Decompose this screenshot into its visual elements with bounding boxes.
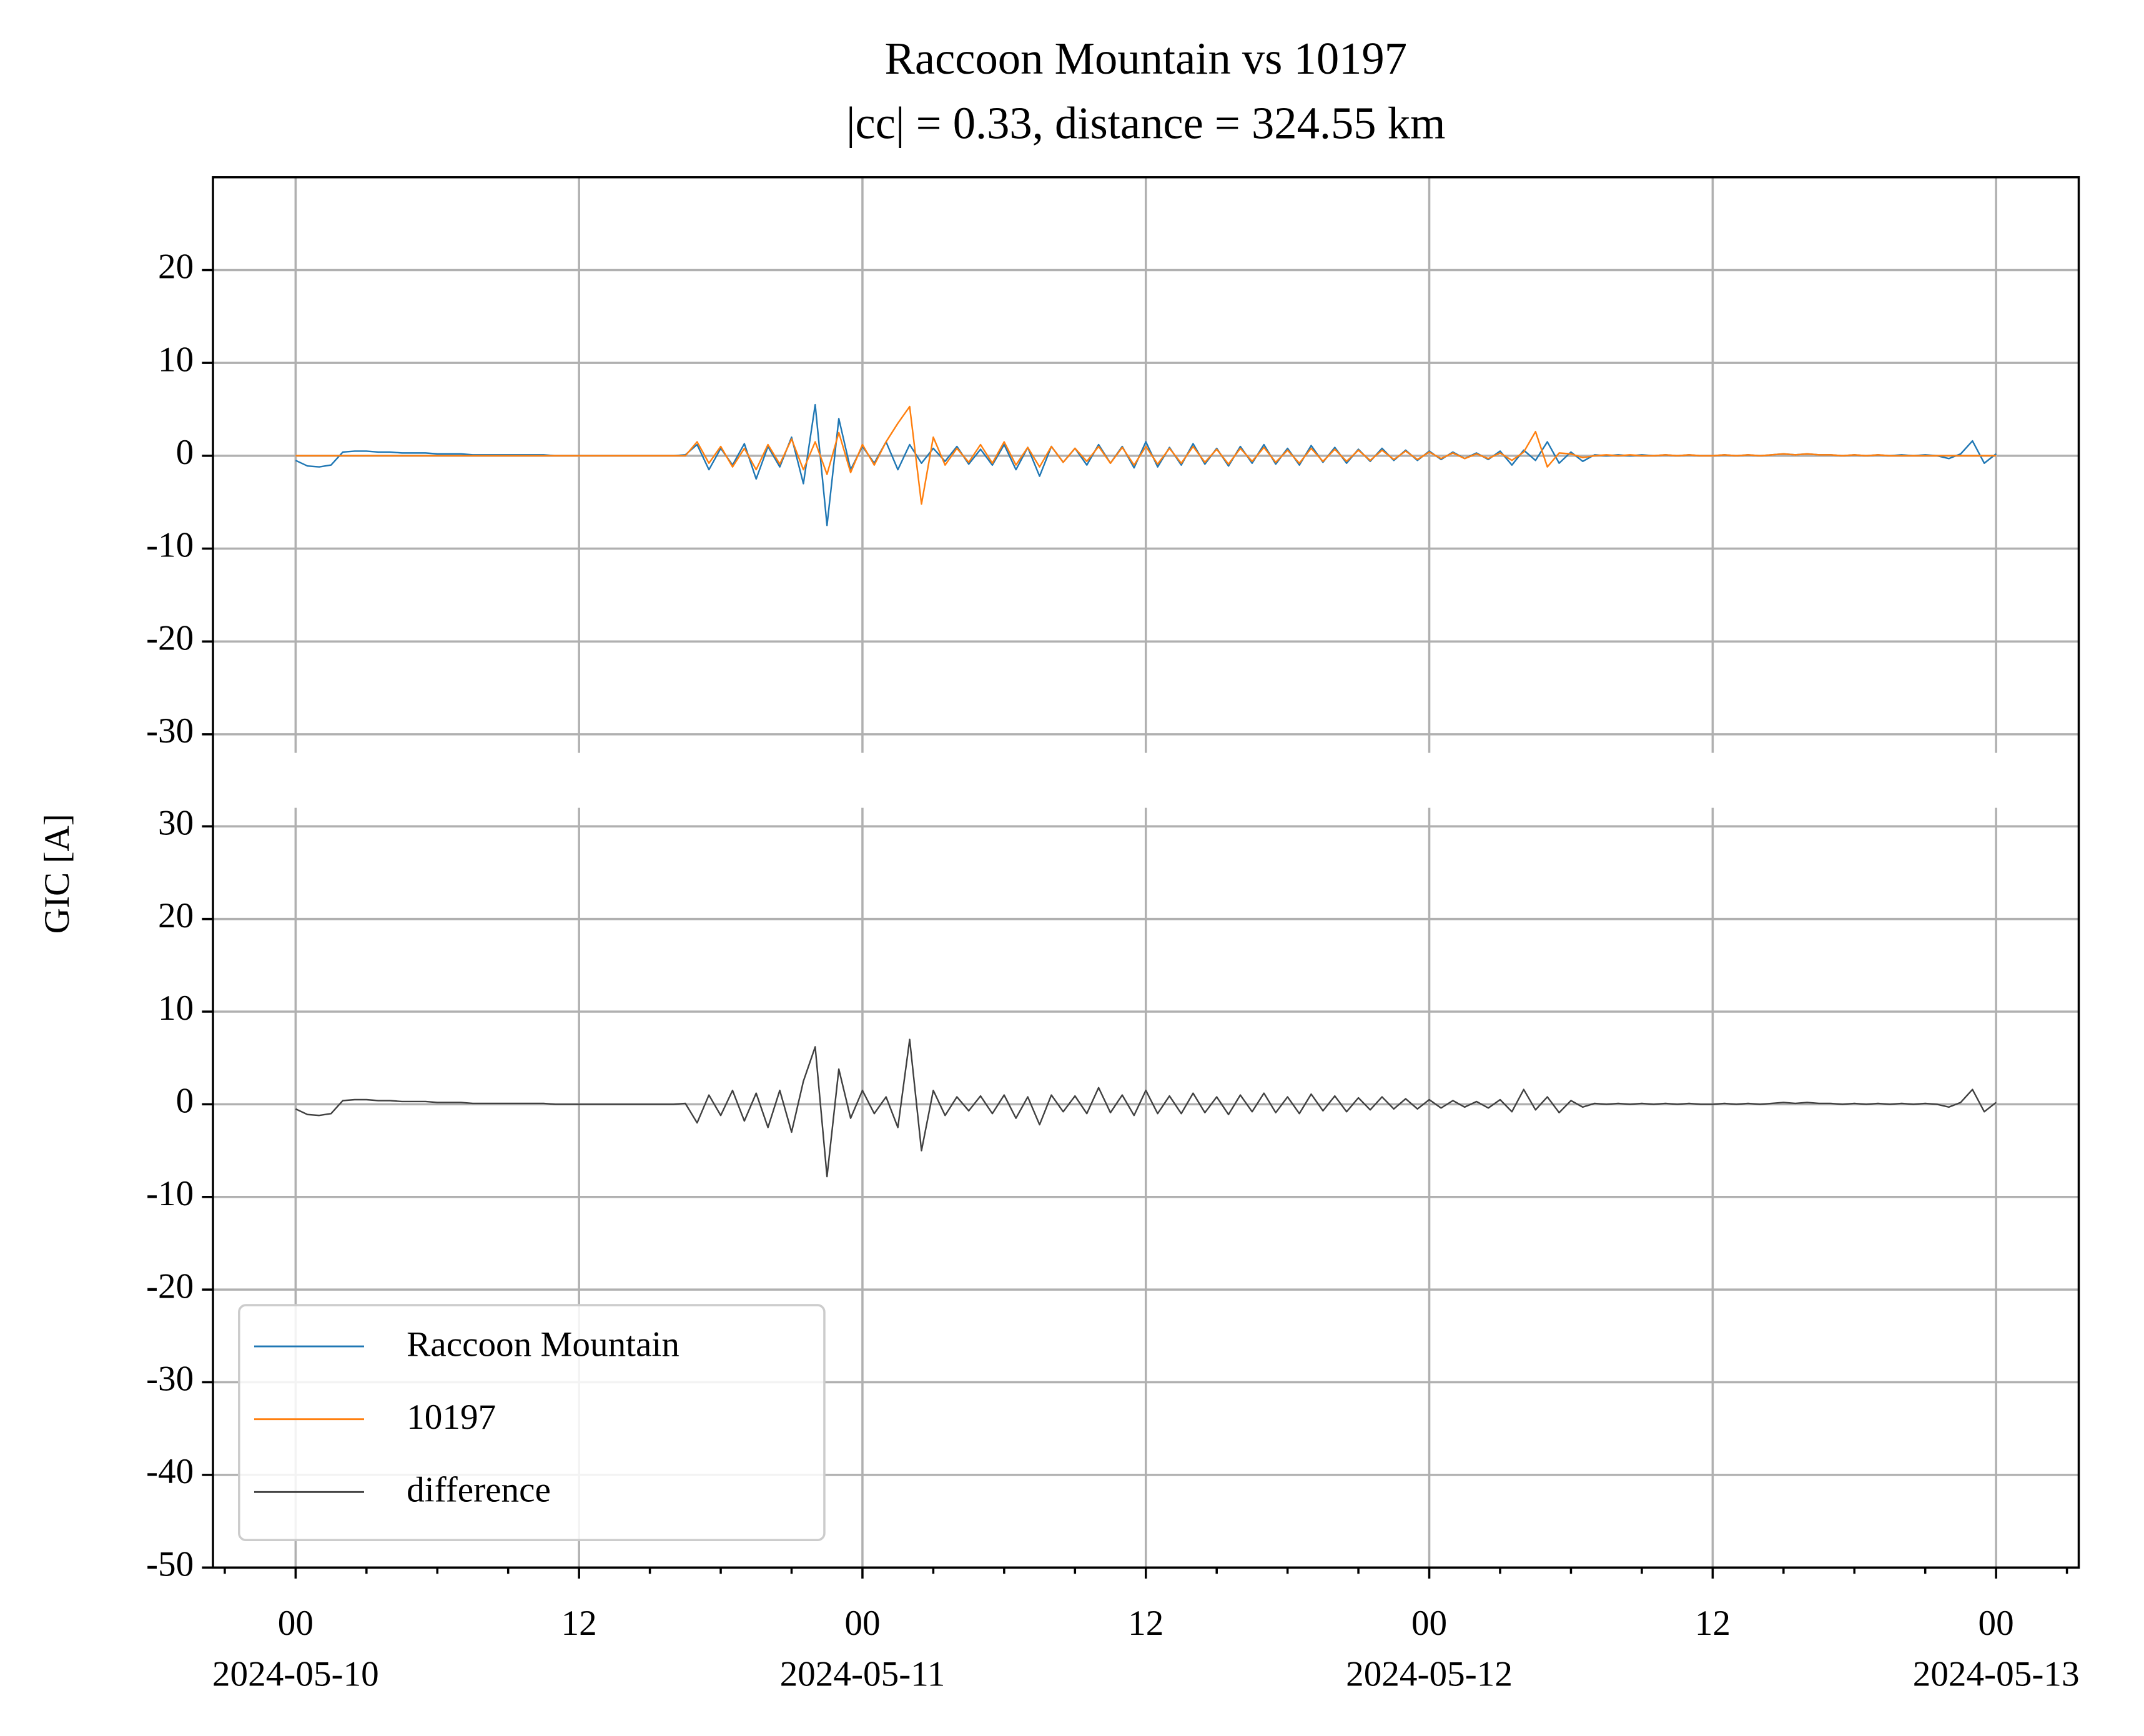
y-tick-label: -10 (146, 526, 194, 565)
y-tick-label: 20 (158, 896, 194, 935)
y-tick-label: -40 (146, 1452, 194, 1491)
y-tick-label: 0 (176, 433, 194, 472)
legend-label: 10197 (407, 1398, 496, 1437)
y-tick-label: 20 (158, 247, 194, 287)
x-tick-date-label: 2024-05-13 (1913, 1654, 2080, 1694)
y-axis-label: GIC [A] (37, 814, 77, 934)
y-tick-label: 10 (158, 989, 194, 1028)
y-tick-label: -30 (146, 711, 194, 751)
chart-title: Raccoon Mountain vs 10197 (884, 33, 1407, 84)
x-tick-date-label: 2024-05-12 (1346, 1654, 1513, 1694)
y-tick-label: -10 (146, 1174, 194, 1213)
x-tick-date-label: 2024-05-10 (212, 1654, 379, 1694)
y-tick-label: -30 (146, 1359, 194, 1399)
x-tick-date-label: 2024-05-11 (780, 1654, 946, 1694)
data-line (295, 1038, 1997, 1178)
y-tick-label: -50 (146, 1544, 194, 1584)
y-tick-label: 0 (176, 1082, 194, 1121)
x-tick-label: 12 (1695, 1604, 1731, 1643)
data-line (295, 405, 1997, 505)
y-tick-label: 30 (158, 803, 194, 842)
y-tick-label: -20 (146, 618, 194, 658)
axes-frame (212, 176, 2080, 1569)
legend-label: Raccoon Mountain (407, 1324, 679, 1364)
x-tick-label: 00 (1411, 1604, 1447, 1643)
y-tick-label: 10 (158, 340, 194, 379)
x-tick-label: 00 (278, 1604, 314, 1643)
x-tick-label: 12 (561, 1604, 597, 1643)
y-tick-label: -20 (146, 1266, 194, 1306)
chart-subtitle: |cc| = 0.33, distance = 324.55 km (846, 97, 1445, 148)
x-tick-label: 00 (844, 1604, 880, 1643)
x-tick-label: 12 (1128, 1604, 1163, 1643)
x-tick-label: 00 (1979, 1604, 2014, 1643)
legend-label: difference (407, 1471, 551, 1510)
legend-box (238, 1304, 826, 1542)
